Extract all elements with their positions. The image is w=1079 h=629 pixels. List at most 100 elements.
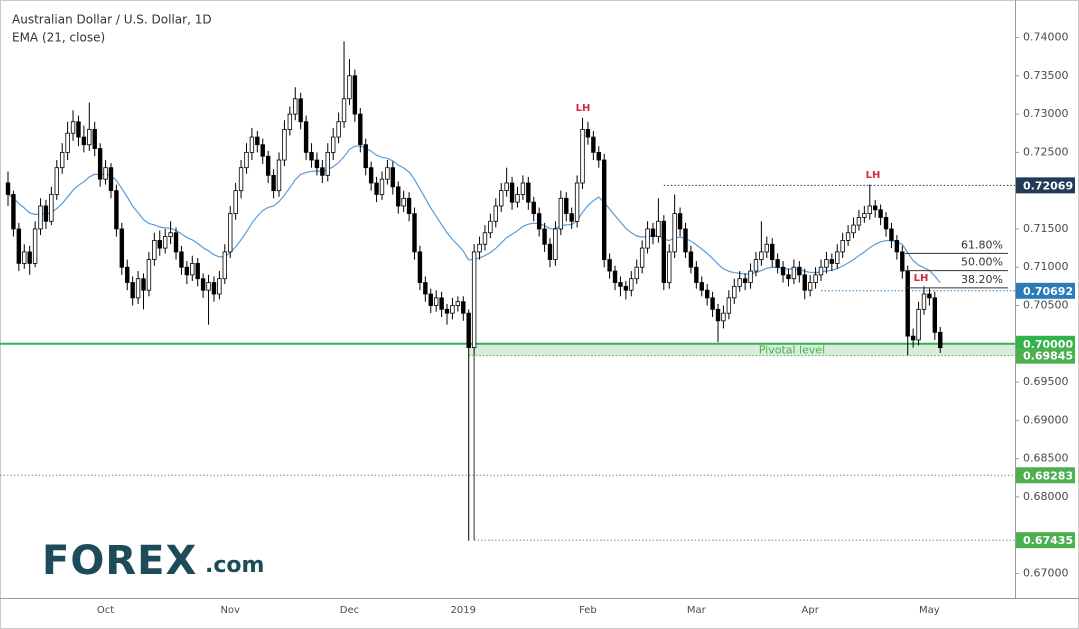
y-tick-label: 0.68000	[1023, 490, 1069, 503]
candle-body	[60, 151, 65, 169]
x-tick-label: May	[919, 605, 940, 616]
level-label: 0.70692	[1023, 285, 1073, 298]
candle-body	[54, 167, 59, 195]
candle-body	[786, 274, 791, 280]
candle-body	[455, 301, 461, 306]
candle-body	[910, 335, 916, 341]
candle-body	[661, 220, 667, 283]
candle-body	[840, 240, 845, 253]
candle-body	[667, 251, 672, 283]
candle-body	[244, 151, 249, 169]
candle-body	[471, 251, 477, 349]
level-box	[1016, 532, 1075, 549]
candle-body	[759, 251, 764, 260]
candle-body	[287, 113, 293, 130]
candle-body	[477, 243, 482, 253]
candle-body	[564, 197, 569, 215]
candle-body	[92, 129, 97, 149]
x-tick-label: Oct	[97, 605, 114, 616]
candle-body	[894, 240, 900, 253]
candle-body	[396, 186, 401, 207]
candle-body	[753, 259, 759, 272]
candle-body	[298, 98, 303, 123]
y-tick-label: 0.72500	[1023, 145, 1069, 158]
candle-body	[379, 178, 385, 195]
plot-area: Pivotal level 61.80% 50.00% 38.20%	[0, 41, 1015, 541]
y-tick-label: 0.69500	[1023, 375, 1069, 388]
candle-body	[775, 259, 780, 268]
candle-body	[352, 75, 358, 115]
candle-body	[390, 167, 396, 188]
candle-body	[228, 213, 233, 253]
candle-body	[271, 174, 276, 192]
ema-legend: EMA (21, close)	[12, 31, 105, 45]
candle-body	[385, 167, 390, 180]
candle-body	[710, 297, 715, 310]
candle-body	[162, 236, 168, 249]
candle-body	[645, 228, 650, 249]
candle-body	[206, 282, 211, 291]
candle-body	[526, 182, 531, 203]
candle-body	[499, 190, 504, 207]
candle-body	[125, 266, 130, 283]
candle-body	[656, 220, 661, 237]
level-label: 0.68283	[1023, 469, 1073, 482]
candle-body	[114, 190, 119, 230]
candle-body	[70, 121, 76, 134]
candle-body	[65, 132, 70, 153]
candle-body	[629, 278, 634, 291]
chart-title: Australian Dollar / U.S. Dollar, 1D	[12, 13, 212, 27]
level-box	[1016, 347, 1075, 364]
candle-body	[878, 209, 883, 218]
candle-body	[347, 75, 352, 100]
candle-body	[135, 278, 141, 299]
annotation: LH	[866, 170, 881, 181]
logo-suffix: .com	[205, 553, 264, 578]
candle-body	[119, 228, 125, 268]
candle-body	[265, 155, 271, 176]
candle-body	[200, 278, 206, 291]
candle-body	[22, 251, 27, 264]
candle-body	[780, 266, 786, 276]
candle-body	[401, 197, 406, 207]
candle-body	[412, 213, 417, 253]
candle-body	[612, 270, 618, 283]
candle-body	[103, 167, 108, 180]
candle-body	[444, 308, 450, 314]
candle-body	[87, 129, 92, 146]
candle-body	[829, 259, 835, 264]
candle-body	[889, 228, 894, 241]
candle-body	[938, 331, 943, 349]
candle-body	[851, 224, 856, 234]
candle-body	[677, 213, 683, 230]
candle-body	[688, 251, 694, 268]
candle-body	[791, 266, 797, 280]
candle-body	[146, 259, 152, 291]
pivot-zone	[468, 343, 1015, 356]
candle-body	[320, 167, 325, 176]
candle-body	[883, 217, 889, 230]
candle-body	[249, 136, 255, 153]
level-label: 0.70000	[1023, 338, 1073, 351]
candle-body	[276, 159, 282, 192]
candle-body	[509, 182, 515, 203]
candle-body	[867, 205, 872, 215]
candle-body	[49, 194, 54, 222]
candle-body	[818, 266, 824, 276]
candle-body	[173, 232, 179, 253]
logo-brand: FOREX	[42, 538, 197, 584]
candle-body	[417, 251, 423, 283]
candle-body	[683, 228, 688, 253]
y-tick-label: 0.73500	[1023, 69, 1069, 82]
candle-body	[222, 251, 227, 280]
fib-label: 50.00%	[961, 256, 1003, 269]
candle-body	[542, 228, 547, 245]
candle-body	[5, 182, 11, 195]
x-tick-label: Mar	[687, 605, 707, 616]
candle-body	[721, 312, 726, 322]
candle-body	[672, 213, 677, 253]
candle-body	[461, 301, 466, 314]
candle-body	[764, 243, 769, 253]
